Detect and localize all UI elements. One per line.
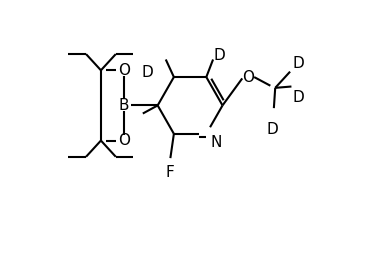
Text: O: O <box>118 133 130 148</box>
Text: B: B <box>118 98 129 113</box>
Text: F: F <box>165 165 174 180</box>
Text: D: D <box>267 122 278 137</box>
Text: D: D <box>213 48 225 63</box>
Text: O: O <box>242 70 254 85</box>
Text: D: D <box>293 56 305 71</box>
Text: D: D <box>293 90 305 105</box>
Text: O: O <box>118 63 130 78</box>
Text: N: N <box>210 135 222 150</box>
Text: D: D <box>142 66 154 81</box>
